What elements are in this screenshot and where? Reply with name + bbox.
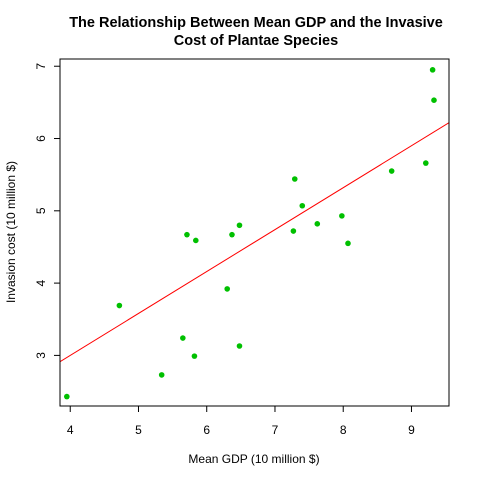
data-point (339, 213, 345, 219)
x-tick-label: 5 (135, 423, 142, 437)
data-point (236, 343, 243, 349)
data-point (180, 335, 186, 341)
data-point (224, 286, 231, 292)
chart-title-line2: Cost of Plantae Species (174, 33, 338, 49)
data-point (236, 222, 243, 229)
y-tick-label: 5 (34, 207, 48, 214)
x-tick-label: 8 (340, 423, 347, 437)
fit-line-layer (60, 122, 449, 363)
x-tick-label: 7 (272, 423, 279, 437)
x-tick-label: 9 (408, 423, 415, 437)
data-point (193, 237, 199, 244)
data-point (191, 353, 198, 359)
x-axis-title: Mean GDP (10 million $) (188, 452, 319, 466)
x-axis: 4 5 6 7 8 9 (67, 406, 415, 437)
y-axis: 3 4 5 6 7 (34, 63, 60, 359)
y-tick-label: 7 (34, 63, 48, 70)
data-point (314, 221, 321, 227)
x-tick-label: 6 (203, 423, 210, 437)
chart-title-line1: The Relationship Between Mean GDP and th… (69, 15, 443, 31)
data-point (422, 160, 429, 166)
y-axis-title: Invasion cost (10 million $) (4, 161, 18, 303)
data-point (229, 231, 235, 238)
data-point (431, 97, 437, 104)
data-point (291, 176, 298, 182)
data-point (388, 168, 395, 174)
y-tick-label: 4 (34, 279, 48, 286)
data-point (429, 67, 436, 73)
data-point (64, 393, 70, 400)
data-point (158, 372, 165, 378)
y-tick-label: 3 (34, 352, 48, 359)
data-point (299, 202, 306, 209)
x-tick-label: 4 (67, 423, 74, 437)
y-tick-label: 6 (34, 135, 48, 142)
data-point (184, 231, 190, 238)
points-layer (64, 67, 437, 400)
data-point (345, 240, 351, 247)
data-point (116, 302, 123, 309)
plot-frame (59, 58, 450, 407)
regression-line (60, 122, 449, 363)
data-point (290, 228, 297, 234)
